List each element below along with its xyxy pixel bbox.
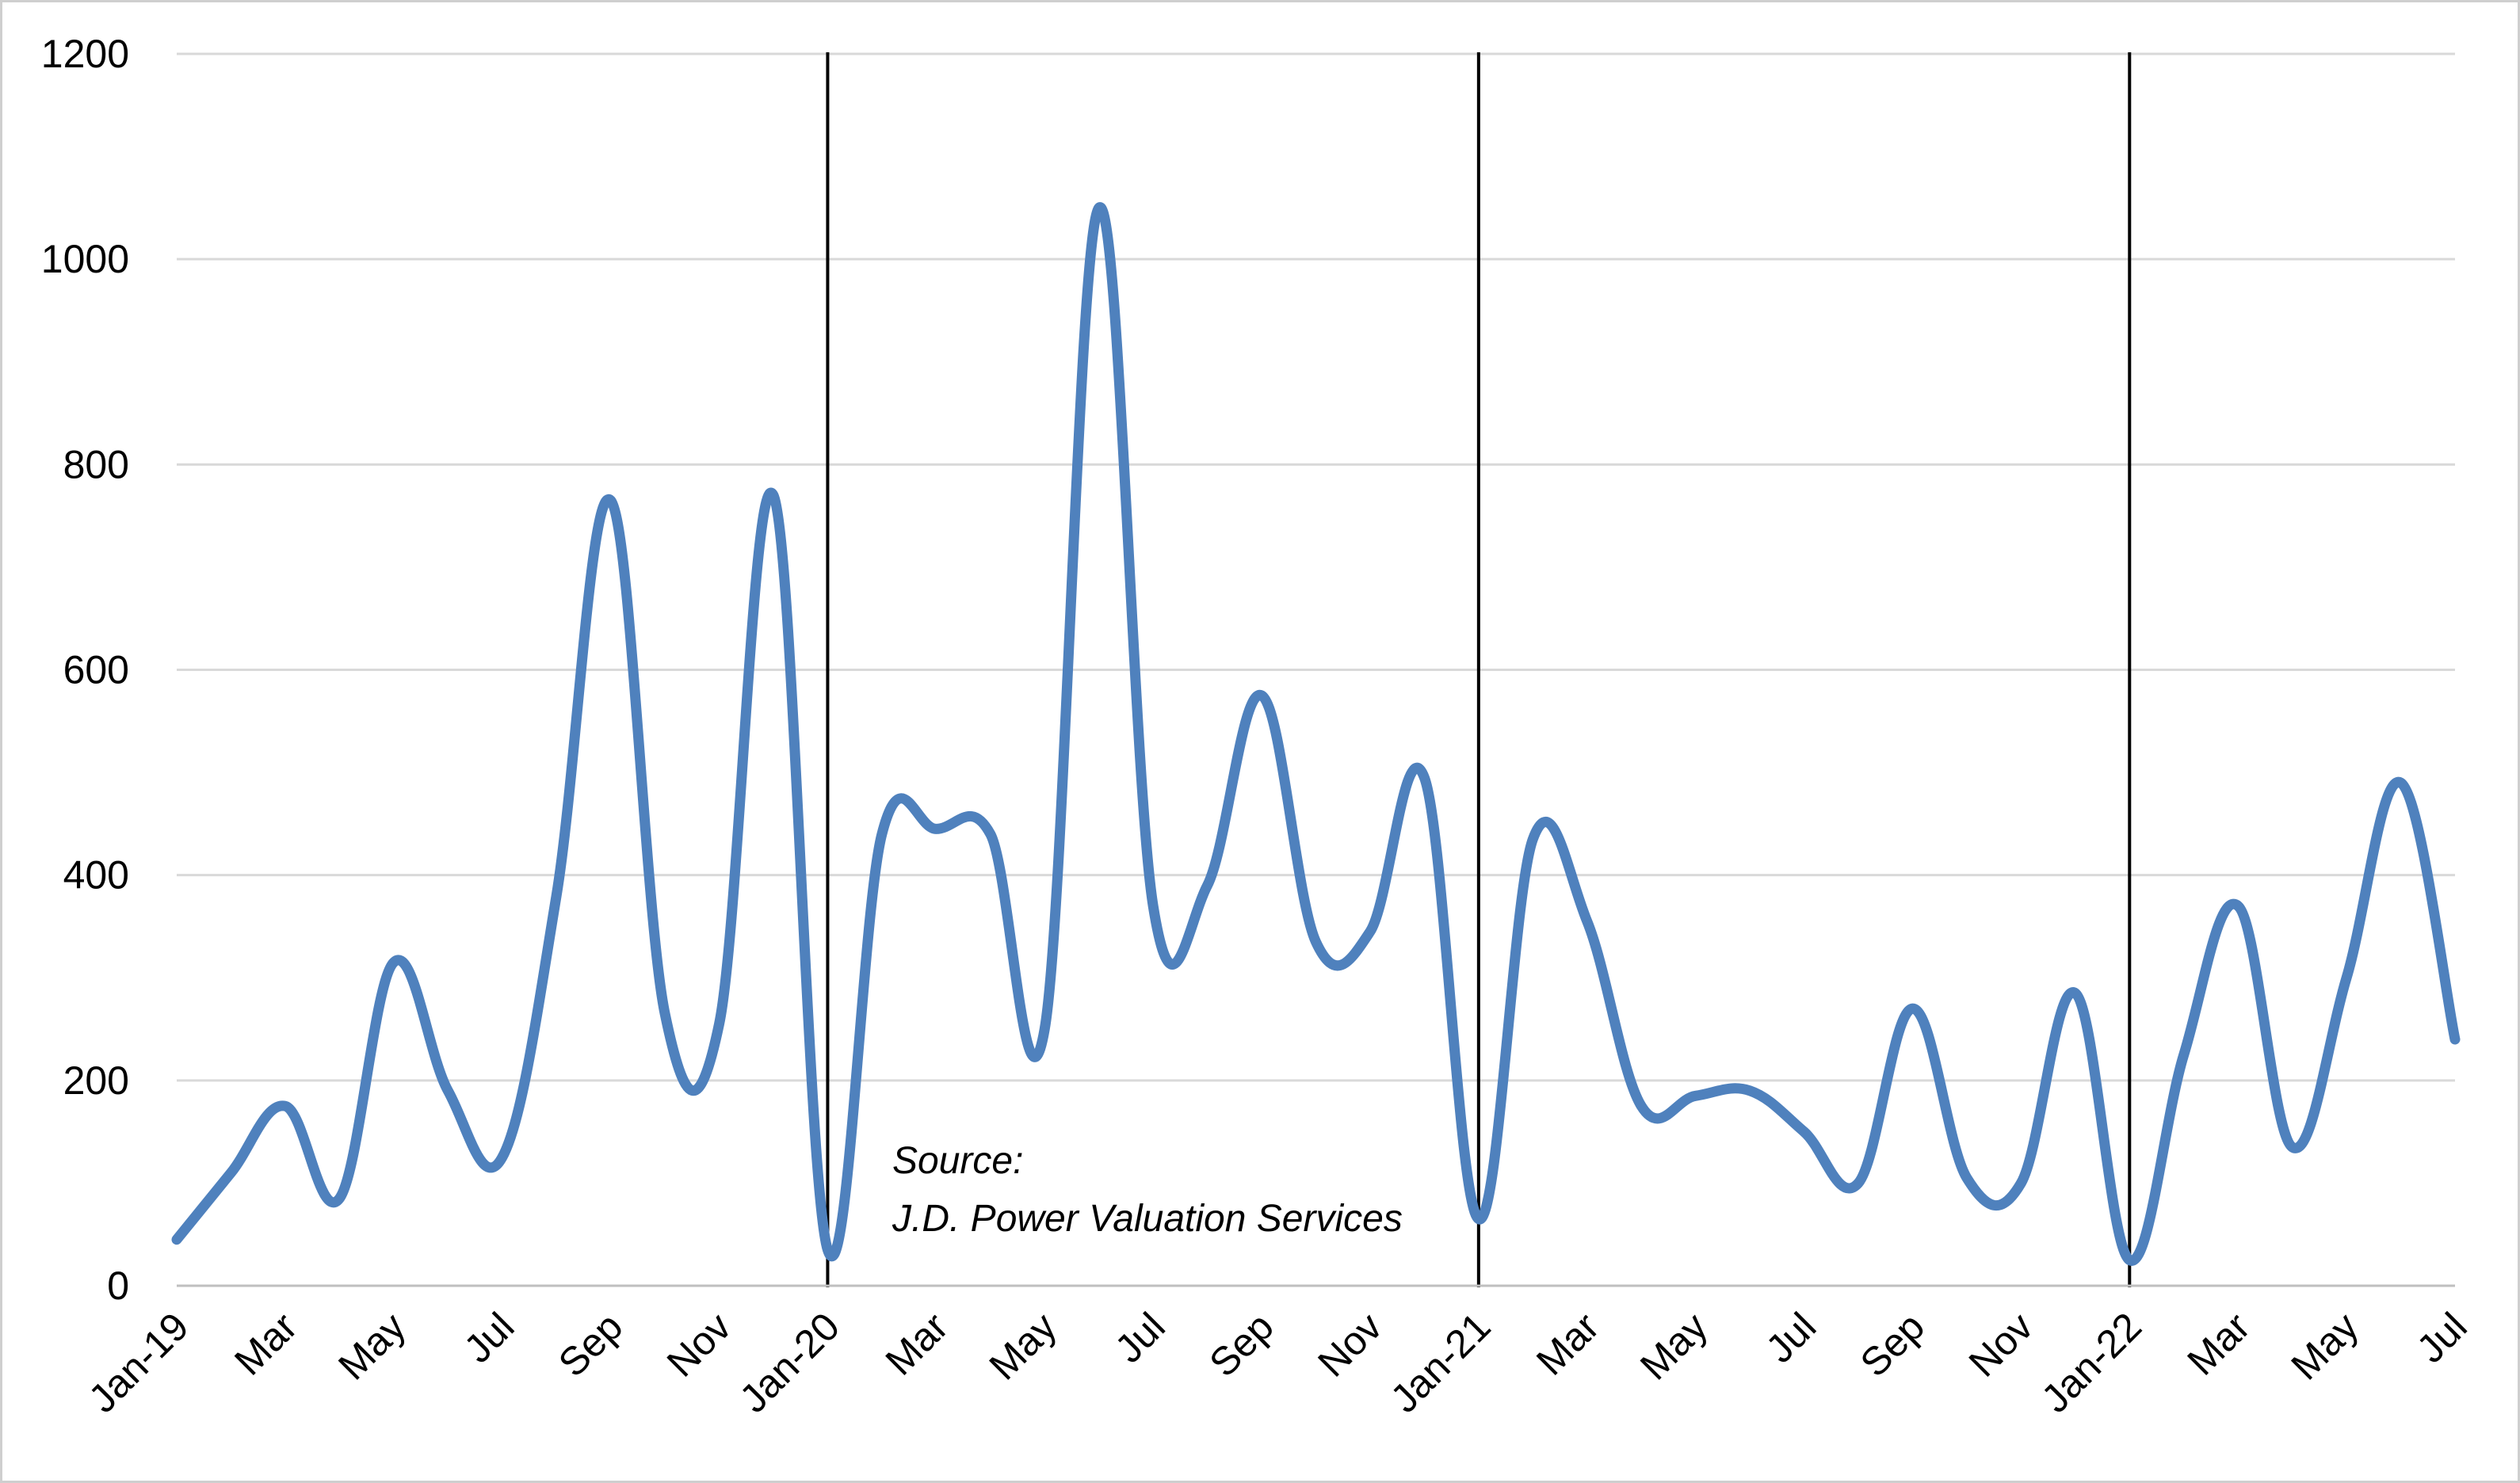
data-point-Mar-21: [1586, 920, 1589, 923]
data-point-Jul-22: [2453, 1038, 2457, 1041]
data-point-Feb-19: [229, 1171, 232, 1174]
data-point-May-20: [1043, 1027, 1046, 1031]
x-tick-label-10: Sep: [1201, 1304, 1282, 1386]
data-point-Mar-22: [2236, 905, 2239, 908]
x-tick-label-13: Mar: [1528, 1304, 1607, 1383]
x-tick-label-19: Mar: [2178, 1304, 2258, 1383]
x-tick-label-11: Nov: [1309, 1304, 1390, 1385]
data-point-Oct-21: [1965, 1176, 1968, 1180]
y-tick-label-600: 600: [63, 648, 129, 692]
series-line-0: [171, 202, 2461, 1266]
x-tick-label-15: Jul: [1758, 1304, 1825, 1371]
data-point-May-21: [1694, 1094, 1697, 1097]
y-tick-label-800: 800: [63, 442, 129, 486]
y-axis-tick-labels: 0 200 400 600 800 1000 1200: [41, 32, 129, 1308]
data-point-Dec-19: [772, 494, 775, 497]
x-tick-label-4: Sep: [550, 1304, 632, 1386]
x-tick-label-21: Jul: [2408, 1304, 2476, 1371]
source-annotation-line2: J.D. Power Valuation Services: [892, 1198, 1403, 1240]
data-point-Apr-19: [338, 1197, 341, 1200]
x-tick-label-14: May: [1632, 1304, 1716, 1388]
data-point-Jan-19: [175, 1238, 178, 1241]
series-layer: [171, 202, 2461, 1266]
data-point-Sep-21: [1911, 1007, 1914, 1010]
data-point-Dec-20: [1422, 776, 1426, 780]
data-point-Jan-21: [1477, 1218, 1480, 1221]
data-point-Apr-20: [989, 833, 992, 836]
data-point-Sep-19: [609, 499, 613, 502]
data-point-Jul-21: [1803, 1130, 1806, 1134]
data-point-Jun-20: [1098, 206, 1101, 209]
y-tick-label-200: 200: [63, 1058, 129, 1103]
data-point-Apr-21: [1640, 1104, 1643, 1107]
x-tick-label-20: May: [2282, 1304, 2366, 1388]
x-tick-label-7: Mar: [877, 1304, 956, 1383]
data-point-Feb-20: [880, 833, 884, 836]
y-tick-label-1000: 1000: [41, 237, 129, 281]
data-point-Feb-21: [1531, 837, 1534, 841]
x-tick-label-12: Jan-21: [1382, 1304, 1499, 1421]
y-tick-label-400: 400: [63, 853, 129, 898]
x-tick-label-9: Jul: [1106, 1304, 1174, 1371]
y-tick-label-1200: 1200: [41, 32, 129, 76]
source-annotation-line1: Source:: [892, 1140, 1023, 1182]
x-tick-label-0: Jan-19: [80, 1304, 197, 1421]
data-point-Aug-21: [1857, 1181, 1860, 1184]
data-point-Jun-22: [2400, 781, 2403, 784]
data-point-Jun-21: [1748, 1089, 1751, 1092]
data-point-Nov-21: [2019, 1181, 2022, 1184]
data-point-Mar-20: [934, 827, 937, 830]
data-point-Jan-20: [826, 1249, 829, 1252]
data-point-Dec-21: [2074, 992, 2077, 995]
x-tick-label-6: Jan-20: [731, 1304, 848, 1421]
data-point-Jul-20: [1151, 905, 1155, 908]
data-point-May-19: [392, 961, 395, 964]
data-point-Jul-19: [501, 1156, 504, 1159]
data-point-Apr-22: [2291, 1146, 2294, 1149]
data-point-Feb-22: [2182, 1053, 2186, 1056]
x-tick-label-18: Jan-22: [2033, 1304, 2150, 1421]
data-point-Nov-20: [1369, 930, 1372, 933]
data-point-Aug-19: [555, 894, 558, 898]
year-dividers: [826, 52, 2132, 1287]
data-point-Jan-22: [2128, 1259, 2131, 1262]
data-point-Jun-19: [446, 1089, 449, 1092]
data-point-Sep-20: [1260, 694, 1263, 697]
x-tick-label-16: Sep: [1852, 1304, 1934, 1386]
y-tick-label-0: 0: [107, 1264, 129, 1308]
data-point-May-22: [2345, 976, 2348, 979]
x-tick-label-8: May: [981, 1304, 1065, 1388]
x-tick-label-17: Nov: [1961, 1304, 2041, 1385]
x-tick-label-5: Nov: [659, 1304, 739, 1385]
x-tick-label-1: Mar: [226, 1304, 305, 1383]
data-point-Oct-20: [1315, 940, 1318, 944]
data-point-Oct-19: [663, 1012, 666, 1016]
data-point-Nov-19: [718, 1023, 721, 1026]
data-point-Mar-19: [284, 1104, 287, 1107]
data-point-Aug-20: [1206, 884, 1209, 887]
x-tick-label-2: May: [330, 1304, 414, 1388]
x-tick-label-3: Jul: [456, 1304, 523, 1371]
